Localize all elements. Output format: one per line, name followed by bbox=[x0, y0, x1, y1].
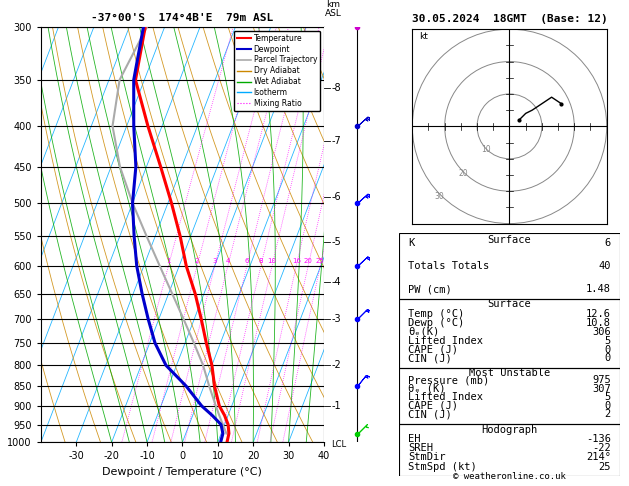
Text: 306: 306 bbox=[592, 327, 611, 337]
Text: StmDir: StmDir bbox=[408, 452, 446, 462]
Text: 10: 10 bbox=[267, 258, 277, 264]
Text: 1: 1 bbox=[166, 258, 170, 264]
Text: 10.8: 10.8 bbox=[586, 318, 611, 328]
Bar bbox=[399, 299, 620, 368]
Text: Surface: Surface bbox=[487, 235, 532, 245]
Text: -8: -8 bbox=[331, 83, 341, 93]
Text: 8: 8 bbox=[259, 258, 263, 264]
Text: Pressure (mb): Pressure (mb) bbox=[408, 376, 489, 385]
Text: Hodograph: Hodograph bbox=[481, 425, 538, 435]
Text: CIN (J): CIN (J) bbox=[408, 353, 452, 364]
Text: 16: 16 bbox=[292, 258, 301, 264]
Text: Dewp (°C): Dewp (°C) bbox=[408, 318, 464, 328]
Text: 20: 20 bbox=[458, 169, 467, 177]
Text: 975: 975 bbox=[592, 376, 611, 385]
Text: CIN (J): CIN (J) bbox=[408, 409, 452, 419]
Y-axis label: hPa: hPa bbox=[0, 225, 2, 244]
Text: LCL: LCL bbox=[331, 440, 347, 449]
Text: 4: 4 bbox=[226, 258, 230, 264]
Text: K: K bbox=[408, 238, 415, 248]
Text: 25: 25 bbox=[316, 258, 325, 264]
Bar bbox=[399, 424, 620, 476]
Text: -4: -4 bbox=[331, 277, 341, 287]
Text: 10: 10 bbox=[481, 145, 491, 154]
Text: kt: kt bbox=[419, 32, 428, 41]
Text: 5: 5 bbox=[604, 336, 611, 346]
Text: km
ASL: km ASL bbox=[325, 0, 342, 18]
Text: 6: 6 bbox=[245, 258, 249, 264]
Text: -136: -136 bbox=[586, 434, 611, 444]
Text: 1.48: 1.48 bbox=[586, 284, 611, 294]
Text: -5: -5 bbox=[331, 237, 342, 247]
Text: PW (cm): PW (cm) bbox=[408, 284, 452, 294]
Text: Lifted Index: Lifted Index bbox=[408, 392, 483, 402]
Text: 12.6: 12.6 bbox=[586, 309, 611, 319]
Text: -22: -22 bbox=[592, 443, 611, 453]
Text: 30.05.2024  18GMT  (Base: 12): 30.05.2024 18GMT (Base: 12) bbox=[411, 14, 608, 24]
Text: 20: 20 bbox=[304, 258, 313, 264]
Text: -7: -7 bbox=[331, 136, 342, 146]
Text: Totals Totals: Totals Totals bbox=[408, 261, 489, 271]
Text: -1: -1 bbox=[331, 401, 341, 411]
Text: -6: -6 bbox=[331, 192, 341, 203]
Text: Temp (°C): Temp (°C) bbox=[408, 309, 464, 319]
Text: SREH: SREH bbox=[408, 443, 433, 453]
Text: Lifted Index: Lifted Index bbox=[408, 336, 483, 346]
Text: 2: 2 bbox=[195, 258, 199, 264]
Text: 214°: 214° bbox=[586, 452, 611, 462]
Text: 3: 3 bbox=[213, 258, 217, 264]
Text: CAPE (J): CAPE (J) bbox=[408, 401, 458, 411]
Text: 25: 25 bbox=[598, 462, 611, 471]
Bar bbox=[399, 233, 620, 299]
Text: 2: 2 bbox=[604, 409, 611, 419]
Text: 30: 30 bbox=[435, 192, 444, 201]
Text: -37°00'S  174°4B'E  79m ASL: -37°00'S 174°4B'E 79m ASL bbox=[91, 13, 274, 22]
Text: 0: 0 bbox=[604, 345, 611, 355]
Bar bbox=[399, 368, 620, 424]
Text: 5: 5 bbox=[604, 392, 611, 402]
Text: Mixing Ratio (g/kg): Mixing Ratio (g/kg) bbox=[348, 191, 357, 278]
Text: θₑ (K): θₑ (K) bbox=[408, 384, 446, 394]
Text: 0: 0 bbox=[604, 353, 611, 364]
Legend: Temperature, Dewpoint, Parcel Trajectory, Dry Adiabat, Wet Adiabat, Isotherm, Mi: Temperature, Dewpoint, Parcel Trajectory… bbox=[234, 31, 320, 111]
Text: EH: EH bbox=[408, 434, 421, 444]
X-axis label: Dewpoint / Temperature (°C): Dewpoint / Temperature (°C) bbox=[103, 467, 262, 477]
Text: 6: 6 bbox=[604, 238, 611, 248]
Text: Surface: Surface bbox=[487, 299, 532, 310]
Text: θₑ(K): θₑ(K) bbox=[408, 327, 440, 337]
Text: 0: 0 bbox=[604, 401, 611, 411]
Text: 307: 307 bbox=[592, 384, 611, 394]
Text: CAPE (J): CAPE (J) bbox=[408, 345, 458, 355]
Text: StmSpd (kt): StmSpd (kt) bbox=[408, 462, 477, 471]
Text: 40: 40 bbox=[598, 261, 611, 271]
Text: -3: -3 bbox=[331, 314, 341, 324]
Text: Most Unstable: Most Unstable bbox=[469, 367, 550, 378]
Text: © weatheronline.co.uk: © weatheronline.co.uk bbox=[453, 472, 566, 481]
Text: -2: -2 bbox=[331, 360, 342, 370]
